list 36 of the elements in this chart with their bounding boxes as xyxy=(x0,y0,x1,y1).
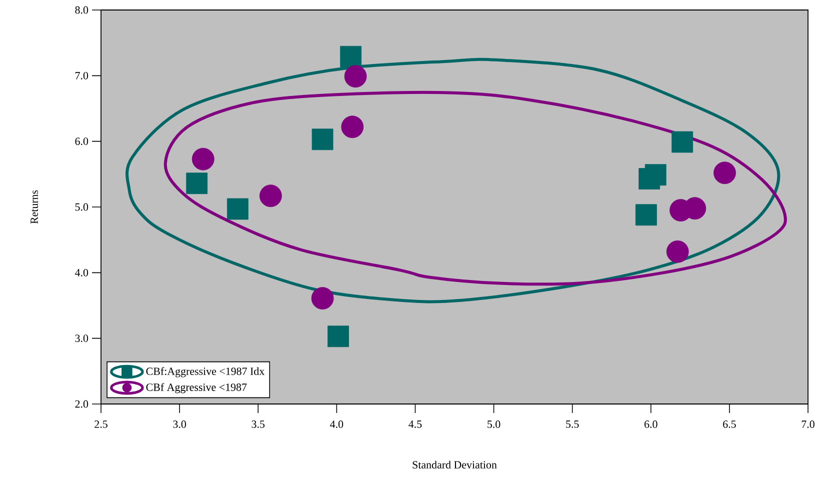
y-tick-label: 4.0 xyxy=(75,268,88,276)
point xyxy=(259,184,282,208)
point xyxy=(635,204,657,226)
point xyxy=(186,172,208,194)
y-tick-label: 6.0 xyxy=(75,138,88,146)
x-tick-label: 2.5 xyxy=(94,420,108,428)
y-tick-label: 2.0 xyxy=(75,400,88,408)
point xyxy=(312,128,334,150)
y-tick-label: 5.0 xyxy=(75,203,88,211)
point xyxy=(192,148,214,170)
point xyxy=(311,287,334,310)
point xyxy=(714,162,736,184)
x-tick-label: 6.0 xyxy=(644,420,658,428)
legend-label: CBf:Aggressive <1987 Idx xyxy=(146,367,264,378)
x-axis-title: Standard Deviation xyxy=(412,460,497,469)
point xyxy=(638,168,660,190)
y-axis-title: Returns xyxy=(30,190,38,224)
x-tick-label: 4.5 xyxy=(408,420,422,428)
point xyxy=(672,131,694,153)
point xyxy=(341,116,364,138)
x-tick-label: 5.0 xyxy=(488,420,500,428)
x-tick-label: 7.0 xyxy=(802,420,814,428)
x-tick-label: 3.5 xyxy=(252,420,265,428)
point xyxy=(340,46,362,68)
x-tick-label: 5.5 xyxy=(566,420,579,428)
point xyxy=(344,65,367,88)
y-tick-label: 7.0 xyxy=(76,72,88,80)
y-tick-label: 8.0 xyxy=(75,6,88,14)
point xyxy=(666,240,689,263)
x-tick-label: 3.0 xyxy=(173,420,186,428)
x-tick-label: 6.5 xyxy=(723,420,736,428)
legend-label: CBf Aggressive <1987 xyxy=(146,383,247,394)
point xyxy=(226,198,248,220)
x-tick-label: 4.0 xyxy=(330,420,344,428)
point xyxy=(328,326,349,348)
y-tick-label: 3.0 xyxy=(75,334,88,342)
